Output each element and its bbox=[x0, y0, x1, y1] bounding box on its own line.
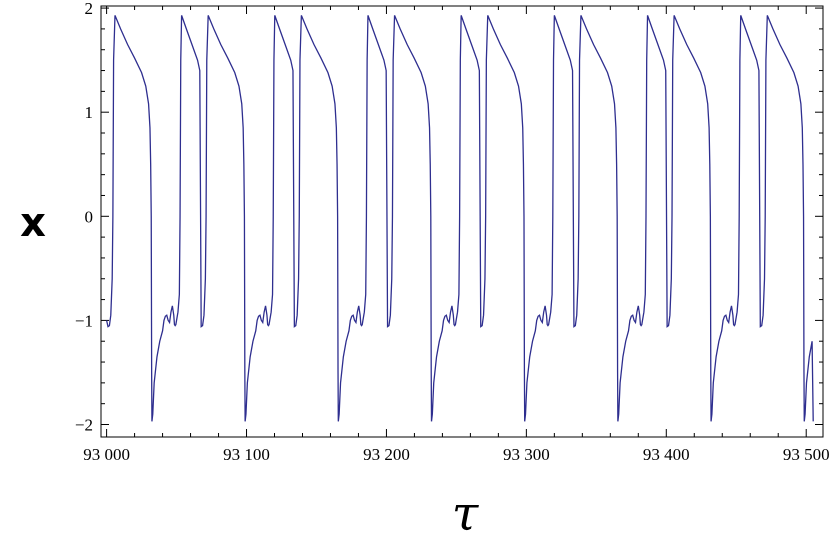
x-tick-label: 93 100 bbox=[223, 445, 270, 464]
tick-marks bbox=[101, 6, 823, 437]
y-tick-label: −2 bbox=[75, 416, 93, 435]
x-tick-label: 93 200 bbox=[363, 445, 410, 464]
y-axis-title: x bbox=[20, 200, 46, 246]
series-line bbox=[105, 15, 814, 422]
x-tick-label: 93 300 bbox=[503, 445, 550, 464]
y-tick-labels: −2 −1 0 1 2 bbox=[75, 0, 93, 435]
x-axis-title: τ bbox=[452, 486, 480, 542]
plot-frame bbox=[100, 5, 824, 438]
x-tick-label: 93 000 bbox=[83, 445, 130, 464]
y-tick-label: −1 bbox=[75, 311, 93, 330]
x-tick-labels: 93 000 93 100 93 200 93 300 93 400 93 500 bbox=[83, 445, 829, 464]
y-tick-label: 0 bbox=[85, 207, 94, 226]
y-tick-label: 2 bbox=[85, 0, 94, 18]
y-tick-label: 1 bbox=[85, 103, 94, 122]
x-tick-label: 93 400 bbox=[643, 445, 690, 464]
x-tick-label: 93 500 bbox=[783, 445, 830, 464]
